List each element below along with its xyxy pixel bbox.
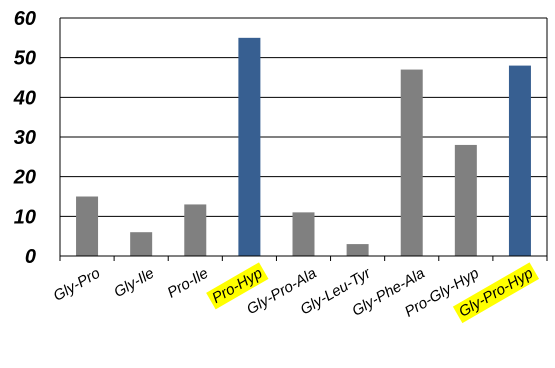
y-tick-label: 60 [14,8,36,30]
x-tick-label: Pro-Ile [165,265,212,302]
y-tick-label: 40 [13,87,36,109]
y-tick-label: 50 [14,48,36,70]
bar-pro-hyp [238,37,261,257]
x-tick-label-group: Gly-Pro [51,265,104,305]
x-tick-label-highlight [206,262,269,310]
bar-gly-pro-ala [292,212,315,256]
y-tick-label: 10 [14,206,36,228]
bar-layer [76,37,531,257]
bar-gly-phe-ala [400,69,423,256]
x-tick-label-group: Gly-Ile [111,265,157,301]
axis-layer [59,18,548,261]
bar-pro-gly-hyp [454,144,477,256]
y-tick-label: 30 [14,127,36,149]
bar-gly-pro-hyp [508,65,531,256]
x-tick-label: Gly-Pro [51,265,104,305]
bar-gly-leu-tyr [346,244,369,256]
bar-pro-ile [184,204,207,256]
x-tick-label-highlight [452,262,540,324]
bar-gly-pro [76,196,99,256]
bar-gly-ile [130,232,153,256]
y-tick-label: 0 [25,246,36,268]
y-tick-label: 20 [13,167,36,189]
x-tick-labels: Gly-Pro Gly-Ile Pro-IlePro-HypGly-Pro-AlaG… [51,262,540,324]
x-tick-label-group: Pro-Ile [165,265,212,302]
y-tick-labels: 0 10 20 30 40 50 60 [13,8,36,268]
x-tick-label: Gly-Ile [111,265,157,301]
